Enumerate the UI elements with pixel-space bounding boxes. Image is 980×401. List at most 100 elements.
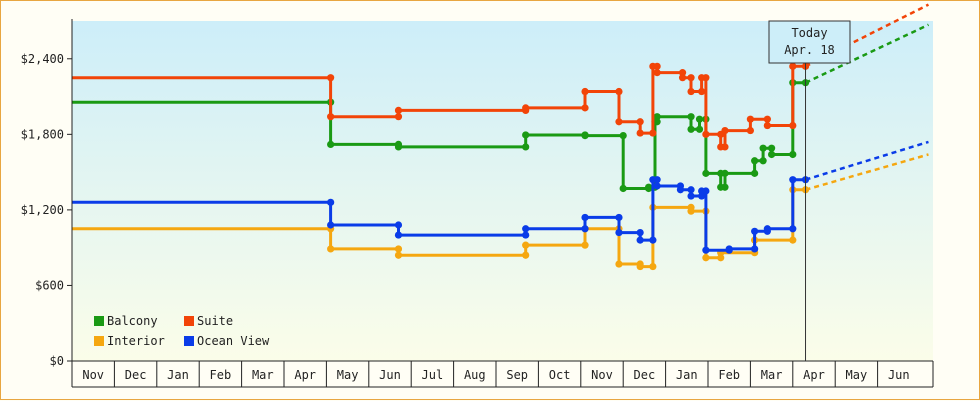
data-point xyxy=(768,144,776,152)
data-point xyxy=(695,115,704,123)
x-tick-label: Apr xyxy=(803,368,825,382)
today-date: Apr. 18 xyxy=(784,43,835,57)
data-point xyxy=(751,169,759,177)
axis-layer: $0 $600 $1,200 $1,800 $2,400 Nov Dec Jan Feb Mar A… xyxy=(21,19,934,388)
data-point xyxy=(581,213,589,222)
data-point xyxy=(522,104,530,112)
data-point xyxy=(636,129,644,137)
data-point xyxy=(702,246,710,254)
forecast-line-balcony xyxy=(804,23,930,84)
data-point xyxy=(394,143,403,151)
x-tick-label: Sep xyxy=(506,368,528,382)
forecast-line-interior xyxy=(805,153,929,191)
data-point xyxy=(327,140,335,149)
legend-label: Suite xyxy=(197,314,233,328)
data-point xyxy=(789,225,797,233)
legend-label: Balcony xyxy=(107,314,158,328)
today-box xyxy=(768,20,851,64)
data-point xyxy=(653,176,661,184)
data-point xyxy=(653,62,661,70)
data-point xyxy=(327,198,335,206)
data-point xyxy=(653,118,661,126)
data-point xyxy=(394,231,403,239)
data-point xyxy=(645,183,653,191)
data-point xyxy=(327,245,335,253)
x-tick-label: Nov xyxy=(82,368,104,382)
data-point xyxy=(768,150,776,159)
data-point xyxy=(615,118,623,126)
data-point xyxy=(522,131,530,139)
data-point xyxy=(619,184,627,193)
x-tick-label: May xyxy=(846,368,868,382)
legend-swatch xyxy=(94,316,104,326)
legend-swatch xyxy=(94,336,104,346)
x-tick-label: Apr xyxy=(294,368,316,382)
data-point xyxy=(649,129,657,137)
data-point xyxy=(751,227,759,235)
data-point xyxy=(653,69,661,77)
data-point xyxy=(721,183,729,191)
data-point xyxy=(636,236,644,244)
data-point xyxy=(698,192,706,200)
data-point xyxy=(581,104,589,112)
data-point xyxy=(751,157,759,165)
data-point xyxy=(687,186,695,194)
legend-item-suite: Suite xyxy=(184,314,233,328)
data-point xyxy=(763,115,771,123)
y-tick-label: $600 xyxy=(35,278,64,292)
data-point xyxy=(789,150,797,159)
data-point xyxy=(695,125,704,133)
data-point xyxy=(394,221,403,229)
data-point xyxy=(522,251,530,259)
data-point xyxy=(698,87,706,96)
data-point xyxy=(725,245,733,253)
data-point xyxy=(615,213,623,222)
series-ocean-view xyxy=(72,140,929,254)
x-tick-label: May xyxy=(337,368,359,382)
data-point xyxy=(746,126,755,135)
data-point xyxy=(636,228,644,237)
data-point xyxy=(687,87,695,96)
x-tick-label: Nov xyxy=(591,368,613,382)
legend-swatch xyxy=(184,336,194,346)
data-point xyxy=(687,74,695,82)
data-point xyxy=(678,69,687,77)
data-point xyxy=(702,187,710,195)
data-point xyxy=(649,262,657,271)
data-point xyxy=(653,182,661,190)
data-point xyxy=(619,131,627,140)
data-point xyxy=(394,106,403,115)
legend-item-interior: Interior xyxy=(94,334,165,348)
data-point xyxy=(687,125,695,133)
data-point xyxy=(636,262,644,271)
x-tick-label: Mar xyxy=(761,368,783,382)
x-tick-label: Jul xyxy=(422,368,444,382)
x-tick-label: Jan xyxy=(167,368,189,382)
today-marker: Today Apr. 18 xyxy=(768,20,851,361)
legend: Balcony Suite Interior Ocean View xyxy=(94,314,270,348)
data-point xyxy=(522,241,530,249)
data-point xyxy=(721,143,729,151)
data-point xyxy=(763,225,771,233)
x-tick-label: Mar xyxy=(252,368,274,382)
legend-swatch xyxy=(184,316,194,326)
data-point xyxy=(394,113,403,121)
data-point xyxy=(581,131,589,140)
legend-item-ocean-view: Ocean View xyxy=(184,334,270,348)
data-point xyxy=(717,254,725,262)
forecast-line-ocean-view xyxy=(805,140,929,181)
data-point xyxy=(581,241,589,249)
data-point xyxy=(687,113,695,121)
data-point xyxy=(615,87,623,96)
data-point xyxy=(327,113,335,121)
data-point xyxy=(394,251,403,259)
data-point xyxy=(721,169,729,177)
legend-label: Interior xyxy=(107,334,165,348)
x-tick-label: Feb xyxy=(210,368,232,382)
data-point xyxy=(581,225,589,233)
series-balcony xyxy=(72,23,930,193)
data-point xyxy=(653,113,661,121)
data-point xyxy=(759,157,767,165)
series-line-interior xyxy=(72,188,806,269)
